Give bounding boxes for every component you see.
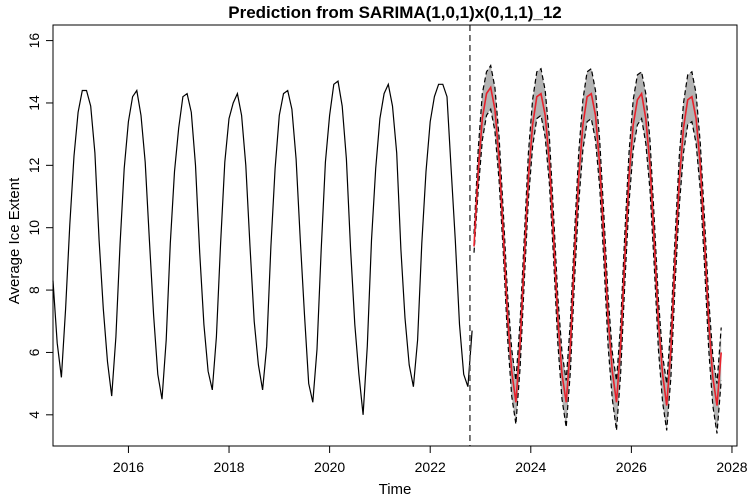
x-tick-label: 2020 xyxy=(314,459,345,475)
chart-title: Prediction from SARIMA(1,0,1)x(0,1,1)_12 xyxy=(228,3,561,22)
x-tick-label: 2022 xyxy=(415,459,446,475)
y-axis: 4 6 8 10 12 14 16 xyxy=(26,33,53,419)
y-tick-label: 4 xyxy=(26,411,42,419)
y-tick-label: 10 xyxy=(26,220,42,236)
observed-line xyxy=(52,80,473,415)
x-tick-label: 2018 xyxy=(213,459,244,475)
x-axis: 2016 2018 2020 2022 2024 2026 2028 xyxy=(113,446,748,475)
x-tick-label: 2016 xyxy=(113,459,144,475)
x-tick-label: 2024 xyxy=(515,459,546,475)
lower-bound-line xyxy=(473,107,722,434)
forecast-series xyxy=(473,85,722,406)
upper-bound-line xyxy=(473,63,722,384)
forecast-line xyxy=(473,85,722,406)
y-tick-label: 12 xyxy=(26,157,42,173)
y-tick-label: 8 xyxy=(26,286,42,294)
x-axis-label: Time xyxy=(379,481,412,498)
plot-frame xyxy=(52,24,738,447)
y-tick-label: 16 xyxy=(26,33,42,49)
x-tick-label: 2028 xyxy=(716,459,747,475)
y-tick-label: 6 xyxy=(26,348,42,356)
observed-series xyxy=(52,80,473,415)
y-axis-label: Average Ice Extent xyxy=(6,177,23,304)
y-tick-label: 14 xyxy=(26,95,42,111)
x-tick-label: 2026 xyxy=(616,459,647,475)
